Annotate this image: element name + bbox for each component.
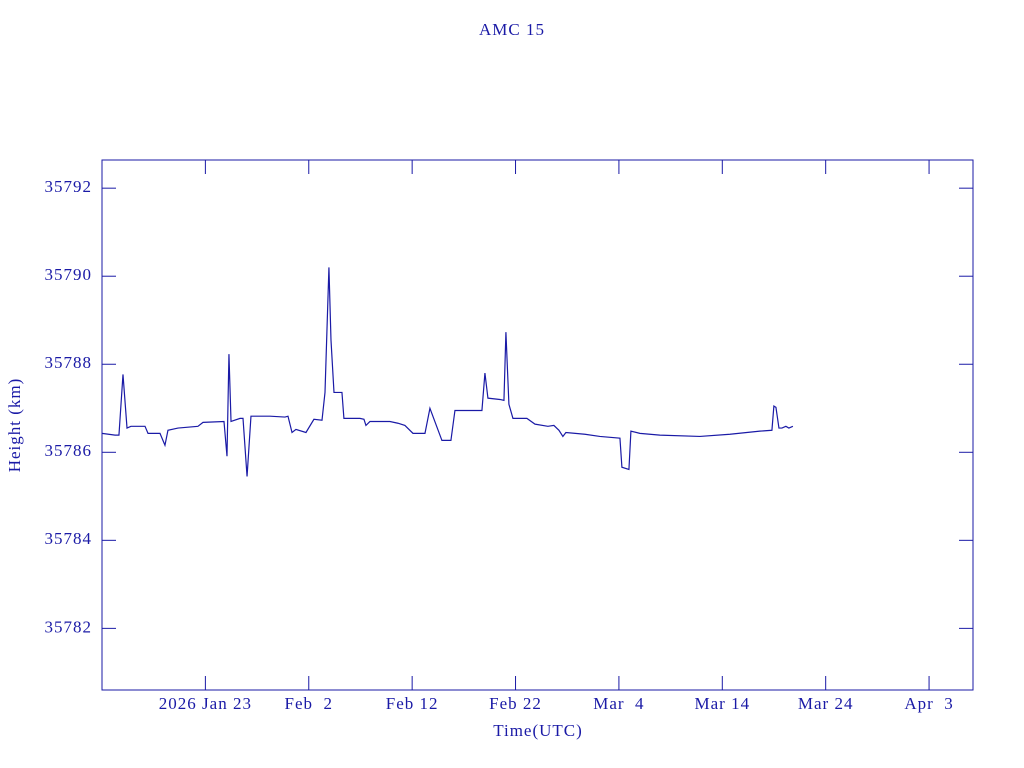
- x-tick-label: Mar 14: [695, 694, 751, 713]
- y-tick-label: 35782: [45, 617, 93, 636]
- y-axis-label: Height (km): [5, 378, 24, 473]
- x-axis-label: Time(UTC): [493, 721, 583, 740]
- y-tick-label: 35786: [45, 441, 93, 460]
- x-tick-label: Feb 2: [285, 694, 334, 713]
- x-tick-label: Mar 4: [593, 694, 644, 713]
- y-tick-label: 35792: [45, 177, 93, 196]
- x-tick-label: Feb 12: [386, 694, 439, 713]
- x-tick-label: Feb 22: [489, 694, 542, 713]
- data-line: [101, 267, 794, 477]
- x-tick-label: 2026 Jan 23: [159, 694, 252, 713]
- x-tick-label: Mar 24: [798, 694, 854, 713]
- chart-title: AMC 15: [479, 20, 545, 39]
- plot-frame: [101, 159, 974, 691]
- x-tick-label: Apr 3: [904, 694, 953, 713]
- y-tick-label: 35784: [45, 529, 93, 548]
- y-tick-label: 35790: [45, 265, 93, 284]
- y-tick-label: 35788: [45, 353, 93, 372]
